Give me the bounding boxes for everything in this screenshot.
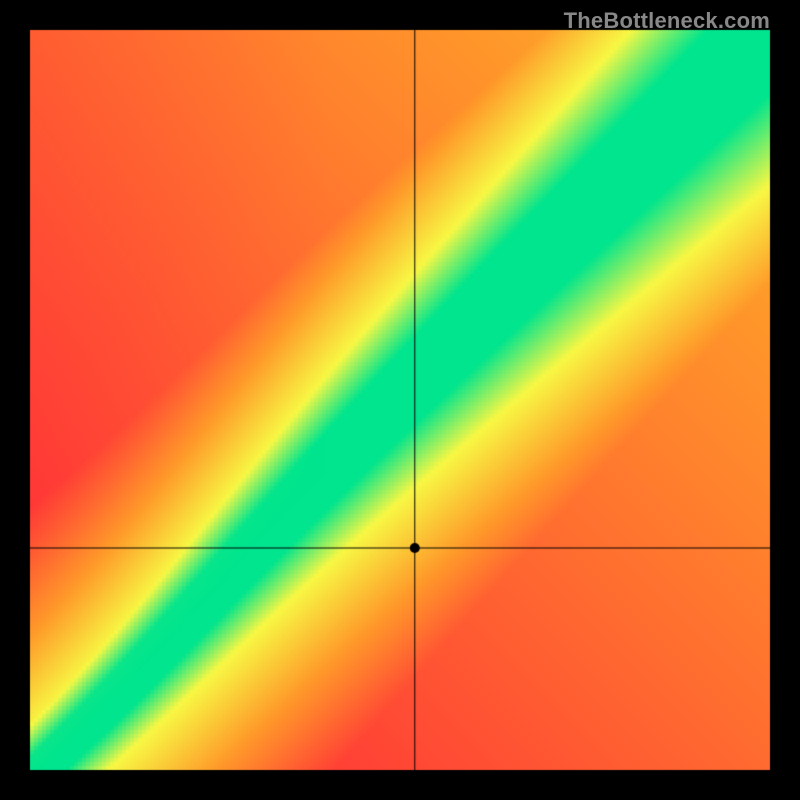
watermark-text: TheBottleneck.com [564,8,770,34]
bottleneck-heatmap [0,0,800,800]
